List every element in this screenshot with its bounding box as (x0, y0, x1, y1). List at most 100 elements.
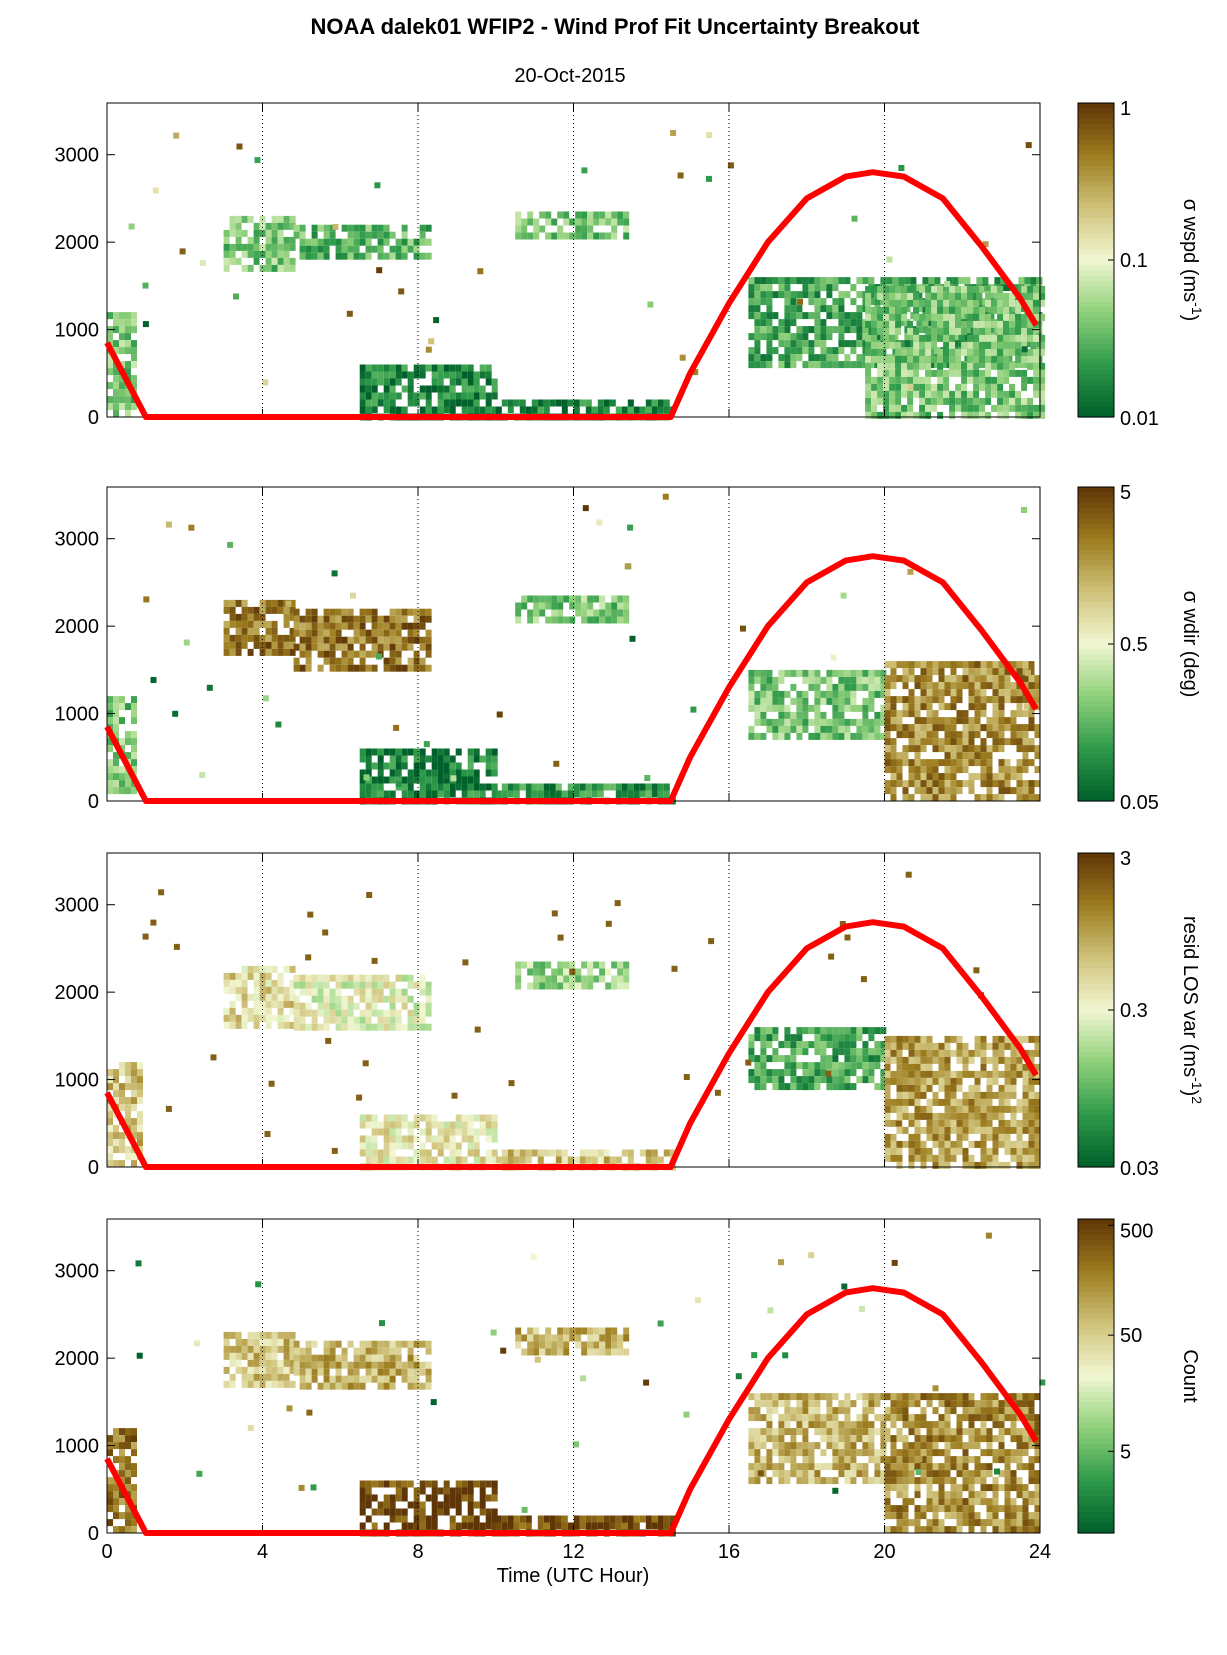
heatmap-cell (820, 347, 827, 355)
heatmap-cell (113, 1160, 119, 1168)
heatmap-cell (986, 675, 993, 683)
heatmap-cell (956, 787, 963, 795)
heatmap-cell (944, 682, 951, 690)
heatmap-cell (311, 238, 318, 246)
heatmap-cell (1028, 759, 1035, 767)
heatmap-cell (796, 1407, 803, 1415)
heatmap-cell (371, 783, 378, 791)
heatmap-cell (603, 1522, 610, 1530)
heatmap-cell (908, 731, 915, 739)
heatmap-cell (926, 1119, 933, 1127)
heatmap-cell (1016, 766, 1023, 774)
heatmap-cell (627, 406, 634, 414)
heatmap-cell (599, 1348, 606, 1356)
heatmap-cell (551, 982, 558, 990)
heatmap-cell (277, 641, 284, 649)
heatmap-cell (778, 704, 785, 712)
heatmap-cell (449, 790, 456, 798)
heatmap-cell (395, 364, 402, 372)
heatmap-cell (826, 1041, 833, 1049)
colorbar-segment (1078, 1125, 1114, 1131)
colorbar-segment (1078, 338, 1114, 345)
colorbar-segment (1078, 769, 1114, 776)
heatmap-cell (377, 995, 384, 1003)
heatmap-cell (896, 766, 903, 774)
heatmap-cell (754, 312, 761, 320)
heatmap-cell (419, 1508, 426, 1516)
heatmap-cell (772, 312, 779, 320)
heatmap-cell (908, 710, 915, 718)
heatmap-cell (563, 1341, 570, 1349)
heatmap-cell (1004, 1056, 1011, 1064)
heatmap-cell (131, 312, 137, 320)
heatmap-cell (871, 306, 878, 314)
heatmap-cell (1039, 341, 1046, 349)
heatmap-cell (874, 718, 881, 726)
heatmap-cell (913, 369, 920, 377)
heatmap-cell (1028, 1126, 1035, 1134)
heatmap-cell (519, 1156, 526, 1164)
heatmap-cell (323, 608, 330, 616)
colorbar-segment (1078, 1025, 1114, 1032)
heatmap-cell (928, 361, 935, 369)
heatmap-cell (663, 1149, 670, 1157)
heatmap-cell (820, 333, 827, 341)
heatmap-cell (796, 690, 803, 698)
heatmap-cell (986, 1161, 993, 1169)
heatmap-cell (365, 988, 372, 996)
heatmap-cell (1021, 348, 1028, 356)
heatmap-cell (119, 1160, 125, 1168)
heatmap-cell (413, 1114, 420, 1122)
heatmap-cell (223, 620, 230, 628)
heatmap-cell (868, 1048, 875, 1056)
heatmap-cell (633, 406, 640, 414)
heatmap-cell (914, 1056, 921, 1064)
heatmap-cell (914, 1133, 921, 1141)
heatmap-cell (125, 1505, 131, 1513)
heatmap-cell (419, 636, 426, 644)
colorbar-segment (1078, 380, 1114, 387)
heatmap-cell (883, 306, 890, 314)
heatmap-cell (884, 703, 891, 711)
heatmap-cell (937, 355, 944, 363)
heatmap-cell (772, 1083, 779, 1091)
heatmap-cell (884, 1063, 891, 1071)
heatmap-cell (868, 291, 875, 299)
heatmap-cell (425, 385, 432, 393)
heatmap-cell (1028, 1105, 1035, 1113)
heatmap-cell (371, 1508, 378, 1516)
heatmap-cell (569, 595, 576, 603)
heatmap-cell (371, 1135, 378, 1143)
heatmap-cell (820, 732, 827, 740)
heatmap-cell (491, 1149, 498, 1157)
heatmap-cell (856, 277, 863, 285)
heatmap-cell (998, 745, 1005, 753)
colorbar-segment (1078, 160, 1114, 167)
heatmap-cell (979, 341, 986, 349)
heatmap-cell (335, 1354, 342, 1362)
heatmap-cell (820, 277, 827, 285)
heatmap-cell (331, 570, 338, 577)
heatmap-cell (206, 684, 213, 691)
heatmap-cell (341, 1361, 348, 1369)
heatmap-cell (980, 689, 987, 697)
heatmap-cell (515, 211, 522, 219)
heatmap-cell (545, 218, 552, 226)
heatmap-cell (150, 919, 157, 926)
heatmap-cell (772, 1393, 779, 1401)
heatmap-cell (347, 650, 354, 658)
heatmap-cell (341, 664, 348, 672)
heatmap-cell (283, 641, 290, 649)
heatmap-cell (423, 741, 430, 748)
heatmap-cell (293, 608, 300, 616)
heatmap-cell (998, 1126, 1005, 1134)
heatmap-cell (1016, 689, 1023, 697)
figure-title: NOAA dalek01 WFIP2 - Wind Prof Fit Uncer… (311, 14, 921, 39)
heatmap-cell (880, 277, 887, 285)
heatmap-cell (425, 346, 432, 353)
heatmap-cell (639, 1149, 646, 1157)
heatmap-cell (443, 364, 450, 372)
heatmap-cell (401, 755, 408, 763)
heatmap-cell (485, 392, 492, 400)
heatmap-cell (748, 347, 755, 355)
